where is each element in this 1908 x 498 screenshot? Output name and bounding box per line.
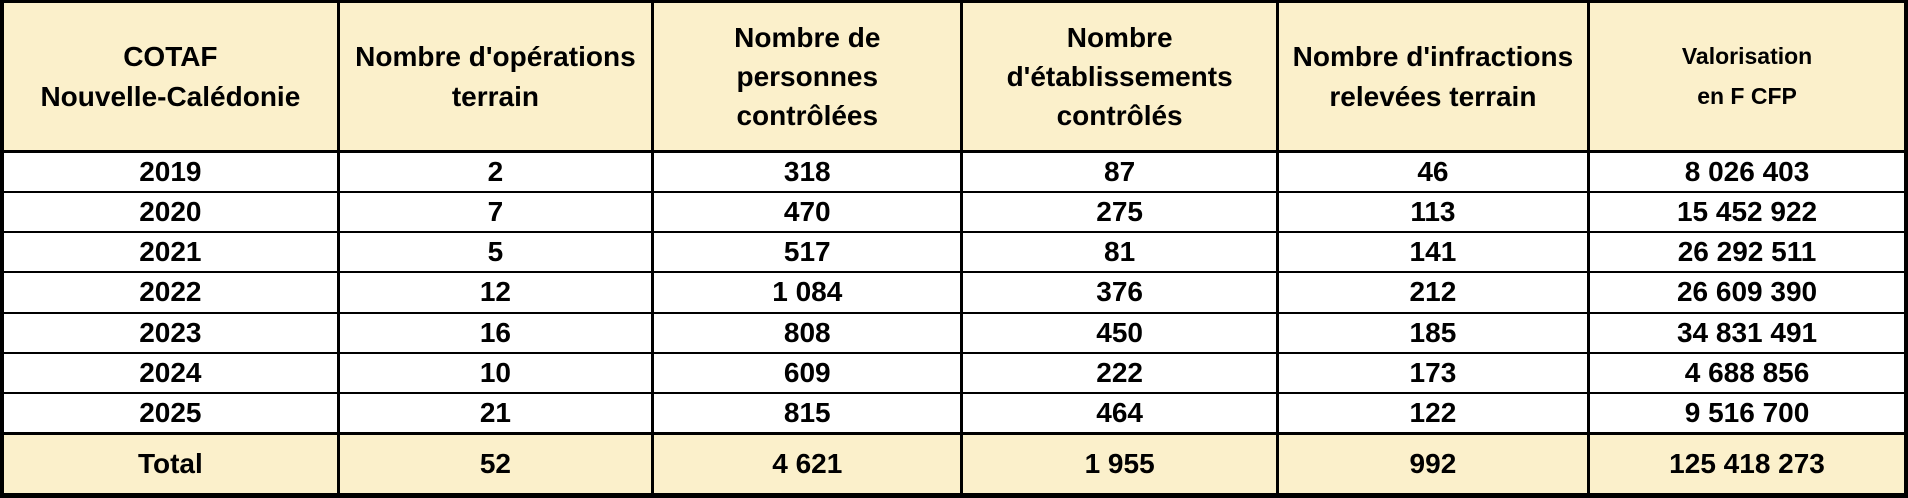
total-valorisation-cell: 125 418 273 — [1587, 432, 1908, 497]
header-row: COTAF Nouvelle-Calédonie Nombre d'opérat… — [0, 0, 1908, 153]
year-cell: 2022 — [0, 271, 340, 314]
operations-cell: 5 — [336, 231, 655, 274]
valorisation-cell: 8 026 403 — [1587, 150, 1908, 193]
year-cell: 2025 — [0, 392, 340, 435]
operations-cell: 12 — [336, 271, 655, 314]
personnes-cell: 609 — [651, 351, 964, 395]
etablissements-cell: 275 — [960, 190, 1279, 234]
table-row-2023: 2023 16 808 450 185 34 831 491 — [0, 311, 1908, 354]
infractions-cell: 212 — [1275, 271, 1591, 314]
operations-cell: 10 — [336, 351, 655, 395]
table-row-2019: 2019 2 318 87 46 8 026 403 — [0, 150, 1908, 193]
personnes-cell: 470 — [651, 190, 964, 234]
etablissements-cell: 376 — [960, 271, 1279, 314]
infractions-cell: 173 — [1275, 351, 1591, 395]
header-nombre-infractions-relevees: Nombre d'infractions relevées terrain — [1275, 0, 1591, 153]
table-body: 2019 2 318 87 46 8 026 403 2020 7 470 27… — [0, 150, 1908, 435]
etablissements-cell: 87 — [960, 150, 1279, 193]
table-row-2024: 2024 10 609 222 173 4 688 856 — [0, 351, 1908, 395]
total-personnes-cell: 4 621 — [651, 432, 964, 497]
infractions-cell: 185 — [1275, 311, 1591, 354]
valorisation-cell: 15 452 922 — [1587, 190, 1908, 234]
header-nombre-etablissements-controles: Nombre d'établissements contrôlés — [960, 0, 1279, 153]
table-row-2025: 2025 21 815 464 122 9 516 700 — [0, 392, 1908, 435]
operations-cell: 7 — [336, 190, 655, 234]
total-row: Total 52 4 621 1 955 992 125 418 273 — [0, 432, 1908, 497]
valorisation-cell: 34 831 491 — [1587, 311, 1908, 354]
infractions-cell: 141 — [1275, 231, 1591, 274]
infractions-cell: 46 — [1275, 150, 1591, 193]
table-row-2021: 2021 5 517 81 141 26 292 511 — [0, 231, 1908, 274]
personnes-cell: 815 — [651, 392, 964, 435]
infractions-cell: 122 — [1275, 392, 1591, 435]
table-footer: Total 52 4 621 1 955 992 125 418 273 — [0, 432, 1908, 497]
etablissements-cell: 450 — [960, 311, 1279, 354]
table-row-2022: 2022 12 1 084 376 212 26 609 390 — [0, 271, 1908, 314]
valorisation-cell: 26 292 511 — [1587, 231, 1908, 274]
year-cell: 2023 — [0, 311, 340, 354]
year-cell: 2019 — [0, 150, 340, 193]
etablissements-cell: 81 — [960, 231, 1279, 274]
valorisation-cell: 9 516 700 — [1587, 392, 1908, 435]
header-nombre-operations-terrain: Nombre d'opérations terrain — [336, 0, 655, 153]
personnes-cell: 318 — [651, 150, 964, 193]
personnes-cell: 517 — [651, 231, 964, 274]
valorisation-cell: 26 609 390 — [1587, 271, 1908, 314]
header-valorisation-fcfp: Valorisation en F CFP — [1587, 0, 1908, 153]
total-infractions-cell: 992 — [1275, 432, 1591, 497]
etablissements-cell: 464 — [960, 392, 1279, 435]
total-operations-cell: 52 — [336, 432, 655, 497]
table-header: COTAF Nouvelle-Calédonie Nombre d'opérat… — [0, 0, 1908, 153]
operations-cell: 16 — [336, 311, 655, 354]
total-etablissements-cell: 1 955 — [960, 432, 1279, 497]
infractions-cell: 113 — [1275, 190, 1591, 234]
year-cell: 2024 — [0, 351, 340, 395]
valorisation-cell: 4 688 856 — [1587, 351, 1908, 395]
operations-cell: 21 — [336, 392, 655, 435]
year-cell: 2020 — [0, 190, 340, 234]
operations-cell: 2 — [336, 150, 655, 193]
header-nombre-personnes-controlees: Nombre de personnes contrôlées — [651, 0, 964, 153]
year-cell: 2021 — [0, 231, 340, 274]
table-row-2020: 2020 7 470 275 113 15 452 922 — [0, 190, 1908, 234]
personnes-cell: 808 — [651, 311, 964, 354]
header-cotaf-nouvelle-caledonie: COTAF Nouvelle-Calédonie — [0, 0, 340, 153]
personnes-cell: 1 084 — [651, 271, 964, 314]
etablissements-cell: 222 — [960, 351, 1279, 395]
total-label-cell: Total — [0, 432, 340, 497]
